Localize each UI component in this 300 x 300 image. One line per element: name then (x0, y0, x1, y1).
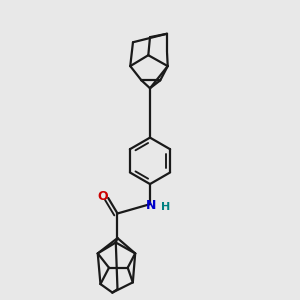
Text: O: O (97, 190, 108, 203)
Text: H: H (161, 202, 171, 212)
Text: N: N (146, 199, 157, 212)
